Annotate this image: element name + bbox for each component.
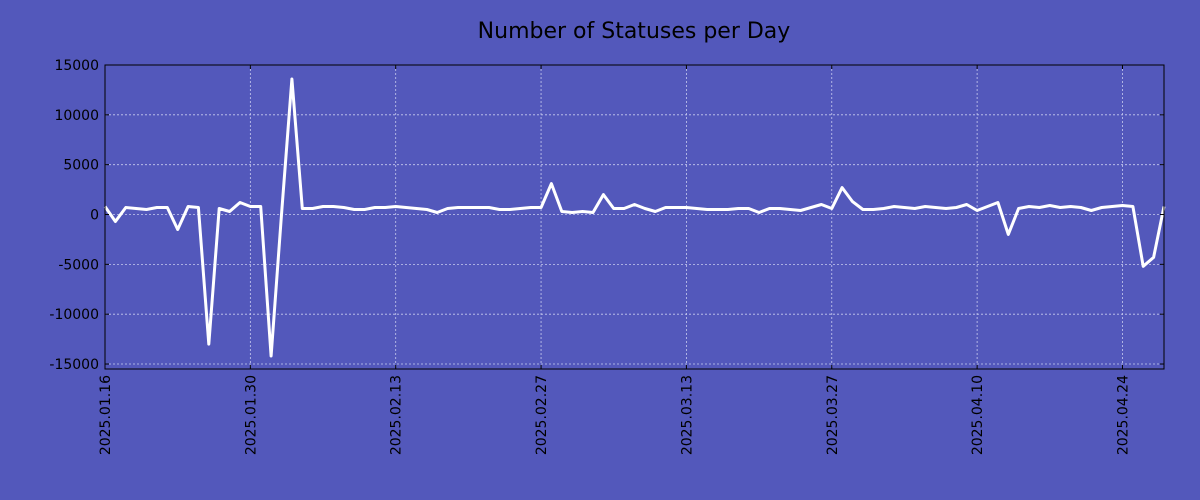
x-tick-label: 2025.01.16	[98, 375, 114, 455]
x-axis: 2025.01.16 2025.01.30 2025.02.13 2025.02.27…	[98, 65, 1131, 455]
y-axis: 15000 10000 5000 0 -5000 -10000 -15000	[49, 58, 1164, 373]
x-tick-label: 2025.02.27	[534, 375, 550, 455]
plot-frame	[104, 64, 1165, 370]
y-tick-label: -10000	[49, 307, 99, 323]
grid	[104, 64, 1164, 369]
x-tick-label: 2025.01.30	[243, 375, 259, 455]
chart-title: Number of Statuses per Day	[478, 19, 791, 44]
series-line	[103, 77, 1166, 358]
x-tick-label: 2025.04.24	[1115, 375, 1131, 455]
y-tick-label: 10000	[54, 108, 99, 124]
y-tick-label: 15000	[54, 58, 99, 74]
x-tick-label: 2025.03.13	[679, 375, 695, 455]
x-tick-label: 2025.03.27	[825, 375, 841, 455]
x-tick-label: 2025.02.13	[389, 375, 405, 455]
x-tick-label: 2025.04.10	[970, 375, 986, 455]
y-tick-label: 0	[90, 208, 99, 224]
y-tick-label: 5000	[63, 158, 99, 174]
y-tick-label: -15000	[49, 357, 99, 373]
y-tick-label: -5000	[58, 257, 99, 273]
